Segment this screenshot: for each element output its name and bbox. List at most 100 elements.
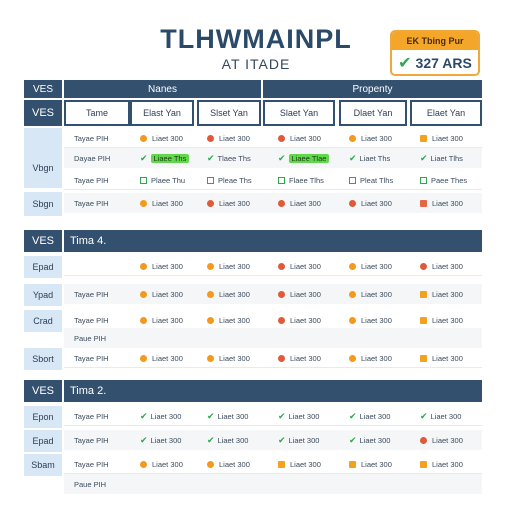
table-row[interactable]: Paue PIH [64, 328, 482, 348]
status-dot-icon [278, 354, 285, 362]
column-header-tame[interactable]: Tame [64, 100, 130, 126]
cell-text: Liaet 300 [430, 411, 462, 421]
table-cell[interactable]: ✔ Liaet 300 [140, 406, 181, 426]
table-cell[interactable]: Liaet 300 [278, 310, 321, 330]
table-row[interactable]: Tayae PIH Liaet 300 Liaet 300 Liaet 300 Liae… [64, 454, 482, 474]
cell-text: Liaet 300 [359, 411, 391, 421]
table-row[interactable]: Tayae PIH Plaee Thu Pleae Ths Flaee Tlhs Ple… [64, 170, 482, 190]
check-icon: ✔ [349, 434, 357, 445]
table-cell[interactable]: Liaet 300 [349, 284, 392, 304]
section-header-title[interactable]: Tima 2. [64, 380, 482, 402]
checkbox-icon [278, 176, 285, 184]
table-cell[interactable]: ✔ Liaet 300 [278, 406, 319, 426]
cell-text: Liaet 300 [359, 435, 391, 445]
table-cell[interactable]: Liaet 300 [349, 454, 392, 474]
section-header-title[interactable]: Tima 4. [64, 230, 482, 252]
table-cell[interactable]: Liaet 300 [349, 128, 392, 148]
status-badge[interactable]: EK Tbing Pur ✔ 327 ARS [390, 30, 480, 76]
table-row[interactable]: Tayae PIH Liaet 300 Liaet 300 Liaet 300 Liae… [64, 284, 482, 304]
table-cell[interactable]: Liaet 300 [420, 128, 463, 148]
table-cell[interactable]: ✔ Liaet 300 [349, 430, 390, 450]
table-cell[interactable]: Liaet 300 [207, 128, 250, 148]
table-cell[interactable]: Liaet 300 [278, 256, 321, 276]
cell-text: Liaet Tlhs [430, 153, 463, 163]
check-icon: ✔ [420, 152, 428, 163]
table-cell[interactable]: Liaet 300 [278, 284, 321, 304]
table-row[interactable]: Paue PIH [64, 474, 482, 494]
table-row[interactable]: Tayae PIH Liaet 300 Liaet 300 Liaet 300 Liae… [64, 310, 482, 330]
table-cell[interactable]: Liaet 300 [207, 256, 250, 276]
table-cell[interactable]: ✔ Liaee Ths [140, 148, 190, 168]
cell-text: Liaet 300 [219, 261, 250, 271]
table-cell[interactable]: Liaet 300 [140, 454, 183, 474]
table-cell[interactable]: Paee Thes [420, 170, 467, 190]
table-cell[interactable]: Liaet 300 [207, 284, 250, 304]
table-cell[interactable]: Liaet 300 [278, 193, 321, 213]
table-cell[interactable]: Pleat Tlhs [349, 170, 393, 190]
table-cell[interactable]: Liaet 300 [207, 454, 250, 474]
table-row[interactable]: Tayae PIH ✔ Liaet 300 ✔ Liaet 300 ✔ Liaet 300 ✔… [64, 406, 482, 426]
table-row[interactable]: Tayae PIH ✔ Liaet 300 ✔ Liaet 300 ✔ Liaet 300 ✔… [64, 430, 482, 450]
table-cell[interactable]: ✔ Liaet 300 [207, 406, 248, 426]
table-cell[interactable]: Liaet 300 [207, 193, 250, 213]
table-cell[interactable]: ✔ Tlaee Ths [207, 148, 251, 168]
cell-text: Liaet 300 [432, 315, 463, 325]
table-cell[interactable]: Flaee Tlhs [278, 170, 324, 190]
table-row[interactable]: Tayae PIH Liaet 300 Liaet 300 Liaet 300 Liae… [64, 193, 482, 213]
table-row[interactable]: Tayae PIH Liaet 300 Liaet 300 Liaet 300 Liae… [64, 128, 482, 148]
table-cell[interactable]: Liaet 300 [140, 128, 183, 148]
table-cell[interactable]: Liaet 300 [420, 193, 463, 213]
table-cell[interactable]: Plaee Thu [140, 170, 185, 190]
cell-text: Liaet 300 [432, 459, 463, 469]
table-cell[interactable]: ✔ Liaee Tlae [278, 148, 330, 168]
table-cell[interactable]: Liaet 300 [207, 348, 250, 368]
column-header-5[interactable]: Elaet Yan [410, 100, 482, 126]
table-cell[interactable]: Pleae Ths [207, 170, 252, 190]
cell-text: Liaet 300 [432, 435, 463, 445]
table-cell[interactable]: Liaet 300 [420, 310, 463, 330]
table-cell[interactable]: Liaet 300 [278, 454, 321, 474]
table-row[interactable]: Dayae PIH ✔ Liaee Ths ✔ Tlaee Ths ✔ Liaee Tlae… [64, 148, 482, 168]
column-header-3[interactable]: Slaet Yan [263, 100, 335, 126]
row-label: Dayae PIH [74, 153, 111, 163]
badge-value: 327 ARS [415, 55, 472, 71]
table-cell[interactable]: ✔ Liaet 300 [278, 430, 319, 450]
table-cell[interactable]: Liaet 300 [140, 256, 183, 276]
cell-text: Liaet 300 [219, 459, 250, 469]
table-cell[interactable]: Liaet 300 [278, 348, 321, 368]
column-header-4[interactable]: Dlaet Yan [339, 100, 407, 126]
table-cell[interactable]: ✔ Liaet 300 [420, 406, 461, 426]
table-cell[interactable]: Liaet 300 [349, 256, 392, 276]
column-header-1[interactable]: Elast Yan [130, 100, 194, 126]
group-header-names[interactable]: Nanes [64, 80, 261, 98]
table-cell[interactable]: ✔ Liaet 300 [140, 430, 181, 450]
table-cell[interactable]: Liaet 300 [207, 310, 250, 330]
table-cell[interactable]: Liaet 300 [420, 348, 463, 368]
checkbox-icon [140, 176, 147, 184]
table-cell[interactable]: Liaet 300 [140, 348, 183, 368]
table-cell[interactable]: Liaet 300 [140, 193, 183, 213]
cell-text: Pleat Tlhs [360, 175, 394, 185]
table-cell[interactable]: Liaet 300 [420, 256, 463, 276]
table-cell[interactable]: Liaet 300 [420, 430, 463, 450]
table-cell[interactable]: Liaet 300 [420, 454, 463, 474]
cell-text: Liaet 300 [152, 289, 183, 299]
table-cell[interactable]: Liaet 300 [349, 193, 392, 213]
group-header-properties[interactable]: Propenty [263, 80, 482, 98]
table-cell[interactable]: Liaet 300 [420, 284, 463, 304]
table-cell[interactable]: ✔ Liaet Tlhs [420, 148, 463, 168]
table-cell[interactable]: ✔ Liaet Ths [349, 148, 390, 168]
column-header-2[interactable]: Slset Yan [197, 100, 261, 126]
row-label: Paue PIH [74, 333, 107, 343]
table-cell[interactable]: Liaet 300 [140, 310, 183, 330]
table-row[interactable]: Tayae PIH Liaet 300 Liaet 300 Liaet 300 Liae… [64, 348, 482, 368]
cell-text: Liaet 300 [217, 435, 249, 445]
table-cell[interactable]: Liaet 300 [349, 310, 392, 330]
table-cell[interactable]: ✔ Liaet 300 [349, 406, 390, 426]
table-cell[interactable]: Liaet 300 [278, 128, 321, 148]
table-cell[interactable]: Liaet 300 [140, 284, 183, 304]
table-cell[interactable]: Liaet 300 [349, 348, 392, 368]
table-cell[interactable]: ✔ Liaet 300 [207, 430, 248, 450]
table-row[interactable]: Liaet 300 Liaet 300 Liaet 300 Liaet 300 Liae… [64, 256, 482, 276]
status-dot-icon [349, 199, 356, 207]
